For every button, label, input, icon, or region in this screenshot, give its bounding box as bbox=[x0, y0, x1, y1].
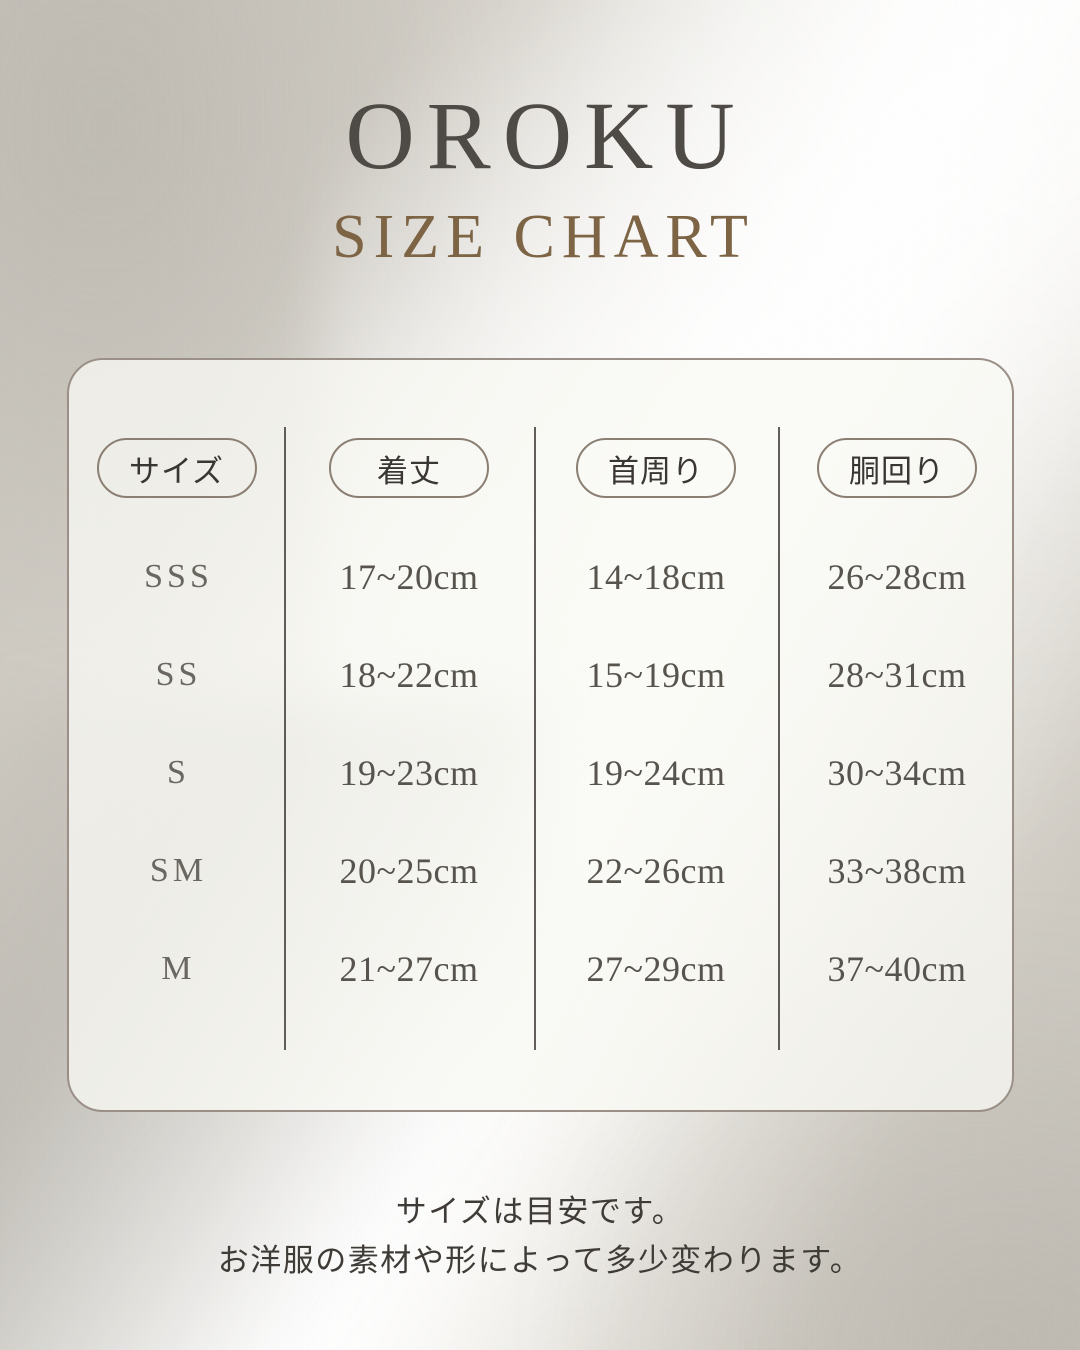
measure-neck: 22~26cm bbox=[586, 851, 726, 891]
column-header-pill-size: サイズ bbox=[96, 438, 257, 498]
measure-chest: 30~34cm bbox=[827, 753, 967, 793]
table-header-row: サイズ 着丈 首周り 胴回り bbox=[69, 438, 1012, 498]
size-label: S bbox=[167, 754, 190, 791]
measure-chest: 37~40cm bbox=[827, 949, 967, 989]
column-divider-2 bbox=[534, 427, 536, 1050]
size-label: SSS bbox=[144, 558, 213, 595]
measure-length: 18~22cm bbox=[339, 655, 479, 695]
cell-chest: 37~40cm bbox=[778, 920, 1012, 1018]
column-header-pill-chest: 胴回り bbox=[817, 438, 977, 498]
measure-chest: 26~28cm bbox=[827, 557, 967, 597]
size-label: SS bbox=[155, 656, 202, 693]
table-row: SM 20~25cm 22~26cm 33~38cm bbox=[69, 822, 1012, 920]
header-cell-size: サイズ bbox=[69, 438, 284, 498]
header-cell-neck: 首周り bbox=[534, 438, 778, 498]
measure-length: 21~27cm bbox=[339, 949, 479, 989]
cell-size: S bbox=[69, 724, 284, 822]
cell-chest: 26~28cm bbox=[778, 528, 1012, 626]
cell-size: SSS bbox=[69, 528, 284, 626]
cell-chest: 33~38cm bbox=[778, 822, 1012, 920]
cell-length: 21~27cm bbox=[284, 920, 534, 1018]
brand-title: OROKU bbox=[345, 82, 747, 189]
measure-neck: 15~19cm bbox=[586, 655, 726, 695]
measure-neck: 19~24cm bbox=[586, 753, 726, 793]
table-row: M 21~27cm 27~29cm 37~40cm bbox=[69, 920, 1012, 1018]
table-row: SS 18~22cm 15~19cm 28~31cm bbox=[69, 626, 1012, 724]
measure-neck: 27~29cm bbox=[586, 949, 726, 989]
table-row: SSS 17~20cm 14~18cm 26~28cm bbox=[69, 528, 1012, 626]
cell-size: SM bbox=[69, 822, 284, 920]
cell-neck: 27~29cm bbox=[534, 920, 778, 1018]
heading-block: OROKU SIZE CHART bbox=[0, 0, 1080, 270]
cell-length: 17~20cm bbox=[284, 528, 534, 626]
cell-length: 18~22cm bbox=[284, 626, 534, 724]
measure-length: 17~20cm bbox=[339, 557, 479, 597]
page-title: SIZE CHART bbox=[332, 202, 755, 271]
size-label: M bbox=[161, 950, 196, 987]
size-table: サイズ 着丈 首周り 胴回り SSS 17~20c bbox=[69, 360, 1012, 1110]
measure-chest: 33~38cm bbox=[827, 851, 967, 891]
cell-chest: 30~34cm bbox=[778, 724, 1012, 822]
size-label: SM bbox=[149, 852, 208, 889]
cell-size: SS bbox=[69, 626, 284, 724]
table-body: SSS 17~20cm 14~18cm 26~28cm SS bbox=[69, 528, 1012, 1018]
footer-note: サイズは目安です。 お洋服の素材や形によって多少変わります。 bbox=[0, 1188, 1080, 1286]
footer-note-line-1: サイズは目安です。 bbox=[395, 1194, 685, 1230]
cell-chest: 28~31cm bbox=[778, 626, 1012, 724]
cell-size: M bbox=[69, 920, 284, 1018]
table-row: S 19~23cm 19~24cm 30~34cm bbox=[69, 724, 1012, 822]
size-chart-card: サイズ 着丈 首周り 胴回り SSS 17~20c bbox=[67, 358, 1014, 1112]
cell-length: 20~25cm bbox=[284, 822, 534, 920]
cell-neck: 19~24cm bbox=[534, 724, 778, 822]
cell-neck: 14~18cm bbox=[534, 528, 778, 626]
cell-neck: 15~19cm bbox=[534, 626, 778, 724]
cell-length: 19~23cm bbox=[284, 724, 534, 822]
measure-neck: 14~18cm bbox=[586, 557, 726, 597]
column-header-pill-neck: 首周り bbox=[576, 438, 736, 498]
measure-length: 19~23cm bbox=[339, 753, 479, 793]
cell-neck: 22~26cm bbox=[534, 822, 778, 920]
header-cell-chest: 胴回り bbox=[778, 438, 1012, 498]
measure-length: 20~25cm bbox=[339, 851, 479, 891]
footer-note-line-2: お洋服の素材や形によって多少変わります。 bbox=[217, 1242, 863, 1279]
header-cell-length: 着丈 bbox=[284, 438, 534, 498]
column-header-pill-length: 着丈 bbox=[329, 438, 489, 498]
measure-chest: 28~31cm bbox=[827, 655, 967, 695]
column-divider-1 bbox=[284, 427, 286, 1050]
column-divider-3 bbox=[778, 427, 780, 1050]
